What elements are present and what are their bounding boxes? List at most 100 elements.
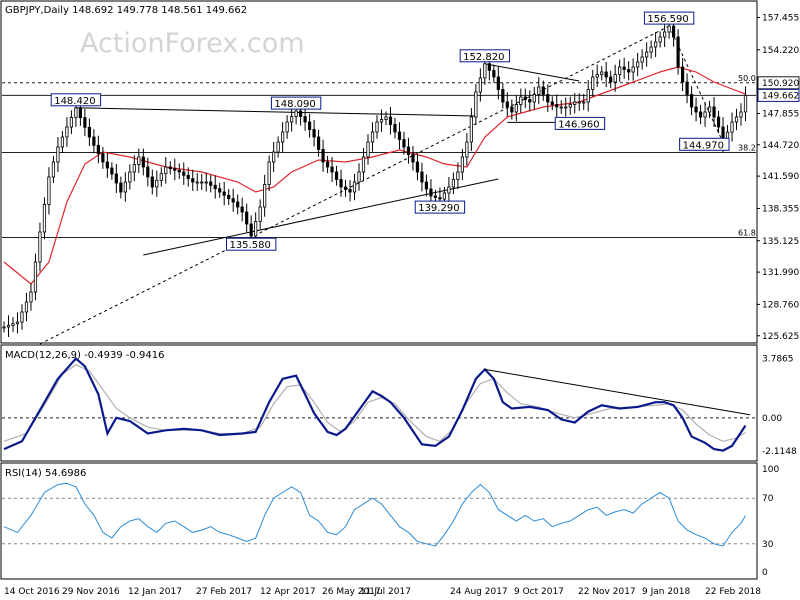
candle-body-96: [433, 195, 438, 198]
candle-body-133: [600, 71, 604, 75]
callout-box-0: [50, 93, 102, 107]
price-tick-label-1: 154.220: [762, 46, 799, 56]
candle-9: [42, 197, 47, 240]
price-layer: 50.0 38.2 61.8 148.420 148.090 135.580 139.290…: [2, 11, 756, 345]
candle-body-42: [191, 178, 195, 183]
candle-82: [370, 122, 375, 152]
candle-body-58: [263, 184, 267, 208]
candle-body-125: [564, 106, 568, 109]
candle-body-127: [573, 101, 577, 105]
candle-23: [105, 152, 109, 178]
candle-129: [582, 93, 586, 111]
candle-body-14: [65, 126, 69, 138]
price-tick-label-3: 144.720: [762, 141, 799, 151]
candle-body-111: [501, 89, 505, 103]
candle-133: [600, 66, 604, 81]
candle-body-10: [47, 176, 51, 205]
candle-8: [38, 222, 42, 272]
candle-18: [83, 108, 87, 137]
x-tick-label-6: 11 Jul 2017: [360, 587, 411, 597]
candle-21: [96, 135, 100, 164]
candle-25: [114, 164, 118, 193]
candle-body-74: [334, 171, 339, 180]
candle-71: [321, 139, 325, 172]
candle-body-165: [743, 95, 748, 113]
candle-body-75: [339, 179, 343, 188]
callout-box-5: [554, 116, 606, 130]
callout-label-2: 135.580: [229, 240, 270, 251]
candle-20: [92, 129, 96, 154]
rsi-pane-frame: [0, 462, 758, 580]
macd-layer: [2, 356, 756, 452]
rsi-pane-title: RSI(14) 54.6986: [5, 468, 86, 479]
price-tick-label-5: 138.355: [762, 204, 799, 214]
candle-body-93: [420, 171, 424, 183]
candle-body-150: [676, 36, 680, 68]
candle-body-97: [438, 197, 442, 200]
candle-43: [195, 173, 199, 191]
candle-body-33: [150, 176, 154, 188]
candle-127: [573, 93, 577, 114]
candle-22: [101, 146, 105, 169]
candle-body-89: [402, 139, 406, 148]
candle-body-151: [680, 66, 685, 83]
candle-93: [420, 162, 424, 192]
candle-body-83: [375, 121, 379, 133]
candle-146: [658, 31, 662, 48]
candle-0: [2, 321, 6, 333]
candle-94: [424, 174, 429, 197]
candle-body-109: [492, 70, 496, 78]
candle-body-24: [110, 167, 114, 175]
candle-84: [379, 109, 384, 132]
price-pane-frame: [0, 0, 758, 344]
candle-125: [564, 97, 568, 117]
candle-68: [307, 113, 312, 138]
candle-24: [110, 162, 114, 180]
candle-body-90: [406, 146, 411, 155]
candle-81: [366, 134, 370, 165]
watermark: ActionForex.com: [80, 28, 305, 59]
macd-tick-label-2: -2.1148: [762, 447, 797, 457]
candle-49: [222, 182, 226, 206]
candle-6: [29, 283, 33, 311]
candle-46: [209, 175, 213, 193]
candle-body-35: [159, 173, 163, 181]
candle-body-134: [604, 71, 608, 78]
candle-67: [303, 107, 307, 131]
x-tick-label-4: 12 Apr 2017: [260, 587, 316, 597]
callout-1: 148.090: [270, 96, 322, 110]
candle-body-38: [173, 168, 177, 171]
candle-body-101: [456, 171, 460, 180]
candle-39: [177, 163, 181, 179]
candle-36: [164, 157, 168, 184]
candle-body-11: [51, 161, 56, 178]
callout-label-4: 152.820: [463, 52, 504, 63]
candle-50: [227, 189, 231, 205]
candle-58: [263, 174, 267, 217]
candle-body-102: [460, 156, 464, 173]
candle-body-60: [272, 151, 276, 163]
candle-72: [325, 155, 330, 174]
candle-136: [613, 64, 617, 92]
candle-body-63: [285, 121, 289, 133]
candle-13: [60, 131, 65, 153]
candle-137: [618, 59, 622, 82]
price-tick-label-7: 131.990: [762, 268, 799, 278]
candle-29: [132, 155, 136, 182]
candle-body-52: [236, 201, 240, 208]
candle-104: [469, 108, 473, 151]
rsi-tick-label-0: 100: [762, 465, 779, 475]
candle-body-131: [591, 76, 595, 90]
rsi-layer: [2, 482, 756, 547]
candle-15: [69, 110, 74, 135]
candle-body-115: [519, 96, 523, 105]
candle-111: [501, 83, 505, 109]
candle-body-16: [74, 107, 78, 118]
candle-body-32: [146, 166, 150, 178]
candle-62: [281, 122, 285, 152]
macd-pane-frame: [0, 344, 758, 462]
candle-body-15: [69, 117, 74, 128]
candle-119: [537, 77, 541, 105]
candle-body-3: [15, 321, 20, 325]
candle-78: [352, 173, 357, 201]
